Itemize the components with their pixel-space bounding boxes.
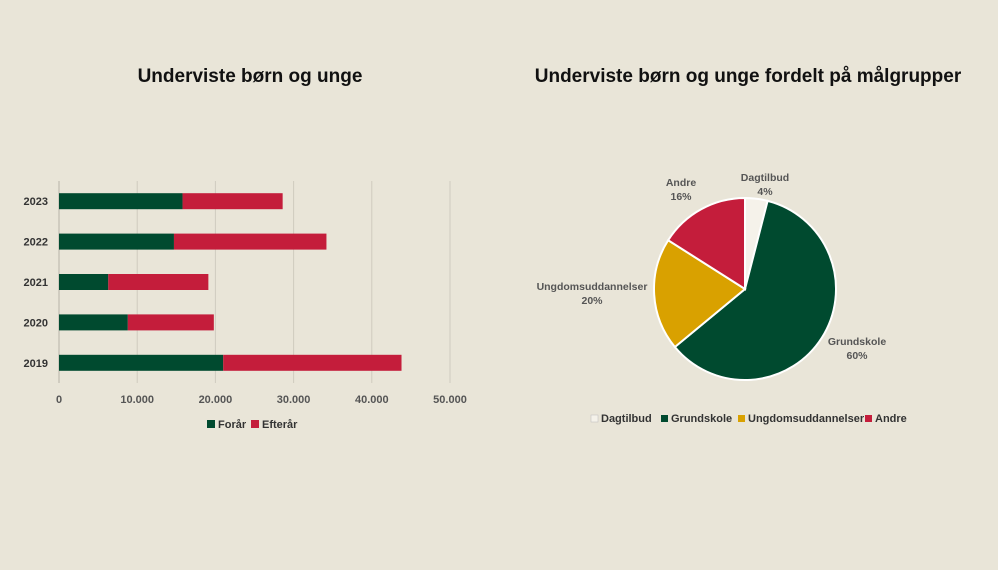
- y-category-label: 2020: [24, 317, 48, 329]
- bar-segment: [173, 233, 327, 250]
- legend-label: Ungdomsuddannelser: [748, 413, 865, 425]
- legend-swatch: [661, 415, 668, 422]
- bar-segment: [108, 274, 209, 290]
- pie-label-category: Andre: [666, 177, 696, 189]
- legend-swatch: [207, 420, 215, 428]
- pie-label-category: Grundskole: [828, 336, 887, 348]
- pie-label-category: Dagtilbud: [741, 172, 789, 184]
- legend-swatch: [251, 420, 259, 428]
- legend-label: Forår: [218, 419, 247, 431]
- bar-segment: [182, 193, 283, 210]
- y-category-label: 2022: [24, 237, 48, 249]
- pie-label-percent: 4%: [757, 186, 773, 198]
- pie-slice: [653, 238, 747, 349]
- x-tick-label: 10.000: [120, 394, 154, 406]
- pie-slice: [673, 199, 837, 381]
- y-category-label: 2021: [24, 277, 48, 289]
- bar-segment: [223, 354, 402, 371]
- pie-label-percent: 60%: [846, 350, 868, 362]
- x-tick-label: 50.000: [433, 394, 467, 406]
- y-category-label: 2019: [24, 358, 48, 370]
- bar-chart-title: Underviste børn og unge: [137, 66, 363, 87]
- bar-segment: [59, 314, 128, 331]
- legend-label: Dagtilbud: [601, 413, 652, 425]
- bar-segment: [59, 274, 109, 290]
- legend-swatch: [590, 414, 599, 423]
- pie-slice: [666, 196, 746, 291]
- bar-segment: [59, 354, 224, 371]
- pie-label-percent: 16%: [670, 191, 692, 203]
- legend-label: Grundskole: [671, 413, 732, 425]
- x-tick-label: 20.000: [199, 394, 233, 406]
- legend-label: Efterår: [262, 419, 298, 431]
- pie-label-category: Ungdomsuddannelser: [537, 281, 648, 293]
- x-tick-label: 0: [56, 394, 62, 406]
- legend-swatch: [865, 415, 872, 422]
- bar-segment: [59, 233, 174, 250]
- y-category-label: 2023: [24, 196, 48, 208]
- legend-swatch: [738, 415, 745, 422]
- bar-segment: [127, 314, 214, 331]
- legend-label: Andre: [875, 413, 907, 425]
- x-tick-label: 30.000: [277, 394, 311, 406]
- pie-label-percent: 20%: [581, 295, 603, 307]
- x-tick-label: 40.000: [355, 394, 389, 406]
- bar-segment: [59, 193, 183, 210]
- pie-chart-title: Underviste børn og unge fordelt på målgr…: [534, 66, 962, 87]
